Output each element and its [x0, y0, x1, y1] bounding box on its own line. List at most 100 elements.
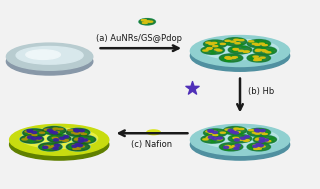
Ellipse shape: [232, 136, 237, 137]
Ellipse shape: [44, 146, 49, 147]
Ellipse shape: [212, 135, 216, 136]
Ellipse shape: [250, 58, 254, 60]
Ellipse shape: [202, 40, 278, 60]
Ellipse shape: [43, 127, 66, 135]
Ellipse shape: [31, 135, 36, 136]
Ellipse shape: [213, 130, 218, 131]
Ellipse shape: [74, 147, 79, 148]
Ellipse shape: [203, 50, 208, 51]
Ellipse shape: [227, 58, 232, 59]
Ellipse shape: [83, 139, 88, 141]
Ellipse shape: [89, 140, 93, 141]
Ellipse shape: [251, 145, 255, 146]
Ellipse shape: [231, 130, 235, 131]
Ellipse shape: [41, 147, 45, 148]
Ellipse shape: [255, 44, 260, 45]
Ellipse shape: [216, 134, 220, 135]
Ellipse shape: [22, 129, 46, 137]
Ellipse shape: [81, 136, 85, 138]
Ellipse shape: [39, 143, 62, 151]
Ellipse shape: [256, 40, 260, 42]
Point: [189, 86, 195, 89]
Ellipse shape: [215, 135, 219, 136]
Ellipse shape: [262, 136, 266, 138]
Ellipse shape: [204, 40, 227, 48]
Ellipse shape: [247, 40, 271, 48]
Ellipse shape: [244, 136, 249, 138]
Ellipse shape: [75, 143, 80, 146]
Ellipse shape: [216, 48, 220, 49]
Ellipse shape: [234, 147, 239, 149]
Ellipse shape: [62, 140, 68, 141]
Ellipse shape: [238, 133, 243, 134]
Ellipse shape: [225, 132, 229, 133]
Ellipse shape: [244, 140, 249, 141]
Ellipse shape: [225, 57, 230, 58]
Ellipse shape: [72, 145, 77, 146]
Ellipse shape: [232, 50, 236, 51]
Ellipse shape: [220, 54, 243, 62]
Ellipse shape: [63, 136, 68, 138]
Ellipse shape: [247, 40, 270, 48]
Ellipse shape: [20, 135, 44, 143]
Ellipse shape: [212, 46, 216, 47]
Ellipse shape: [216, 45, 220, 46]
Ellipse shape: [256, 148, 261, 149]
Ellipse shape: [74, 129, 79, 131]
Ellipse shape: [206, 42, 211, 43]
Ellipse shape: [243, 51, 248, 52]
Ellipse shape: [225, 149, 230, 150]
Ellipse shape: [58, 139, 63, 140]
Ellipse shape: [262, 47, 266, 49]
Ellipse shape: [75, 139, 80, 140]
Ellipse shape: [214, 42, 218, 43]
Ellipse shape: [261, 139, 266, 140]
Ellipse shape: [208, 136, 213, 139]
Ellipse shape: [221, 147, 226, 148]
Ellipse shape: [206, 137, 211, 138]
Ellipse shape: [58, 129, 63, 130]
Ellipse shape: [67, 129, 90, 136]
Ellipse shape: [225, 43, 229, 44]
Ellipse shape: [254, 60, 259, 61]
Ellipse shape: [22, 139, 27, 140]
Ellipse shape: [58, 133, 62, 134]
Ellipse shape: [243, 140, 248, 141]
Ellipse shape: [208, 130, 213, 132]
Ellipse shape: [6, 48, 93, 75]
Ellipse shape: [239, 139, 244, 140]
Ellipse shape: [148, 21, 153, 22]
Ellipse shape: [262, 45, 267, 46]
Ellipse shape: [63, 140, 68, 141]
Ellipse shape: [249, 130, 254, 131]
Ellipse shape: [50, 130, 55, 131]
Ellipse shape: [69, 147, 73, 148]
Ellipse shape: [252, 132, 257, 133]
Text: (b) Hb: (b) Hb: [248, 87, 274, 96]
Ellipse shape: [47, 129, 52, 132]
Ellipse shape: [76, 148, 81, 149]
Ellipse shape: [256, 129, 260, 130]
Ellipse shape: [66, 128, 90, 137]
Ellipse shape: [81, 133, 86, 135]
Ellipse shape: [53, 128, 58, 129]
Ellipse shape: [48, 135, 71, 143]
Ellipse shape: [10, 129, 109, 160]
Ellipse shape: [230, 57, 236, 59]
Ellipse shape: [233, 50, 237, 51]
Ellipse shape: [53, 147, 58, 149]
Ellipse shape: [223, 38, 247, 46]
Ellipse shape: [139, 19, 156, 25]
Ellipse shape: [86, 140, 90, 142]
Ellipse shape: [77, 131, 82, 132]
Text: (a) AuNRs/GS@Pdop: (a) AuNRs/GS@Pdop: [96, 34, 182, 43]
Ellipse shape: [203, 139, 208, 140]
Ellipse shape: [207, 136, 212, 138]
Ellipse shape: [250, 130, 254, 132]
Ellipse shape: [247, 143, 271, 151]
Ellipse shape: [256, 143, 261, 146]
Ellipse shape: [31, 131, 36, 132]
Ellipse shape: [201, 135, 224, 143]
Ellipse shape: [54, 128, 58, 129]
Ellipse shape: [209, 50, 213, 52]
